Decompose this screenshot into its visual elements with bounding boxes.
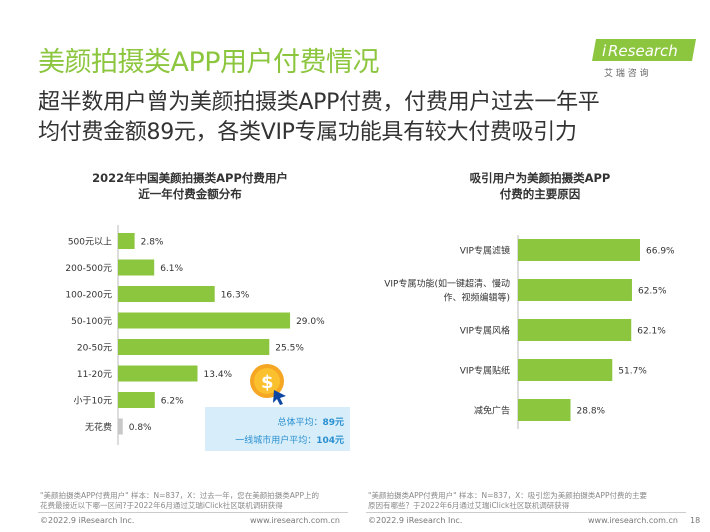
- left-bar: [118, 286, 215, 302]
- left-category-label: 100-200元: [65, 291, 112, 301]
- left-divider: [38, 512, 348, 513]
- left-category-label: 50-100元: [71, 317, 112, 327]
- logo-brand-rest: Research: [608, 42, 678, 60]
- left-bar: [118, 233, 135, 249]
- left-data-label: 16.3%: [221, 291, 250, 301]
- left-data-label: 25.5%: [275, 344, 304, 354]
- left-data-label: 13.4%: [204, 370, 233, 380]
- right-bar: [518, 239, 640, 261]
- avg-overall-value: 89元: [322, 418, 344, 428]
- left-bar-chart: 500元以上 2.8% 200-500元 6.1% 100-200元 16.3% 50-10…: [65, 225, 325, 445]
- left-bar: [118, 365, 198, 382]
- left-bar: [118, 312, 291, 329]
- average-box: 总体平均：89元 一线城市用户平均：104元: [205, 407, 350, 451]
- right-bar: [518, 279, 632, 301]
- right-data-label: 66.9%: [646, 247, 675, 257]
- iresearch-logo: i Research 艾 瑞 咨 询: [588, 35, 700, 81]
- left-bar: [118, 339, 270, 355]
- right-footer-url: www.iresearch.com.cn: [588, 516, 678, 525]
- right-data-label: 62.5%: [638, 287, 667, 297]
- right-bar-chart: VIP专属滤镜 66.9% VIP专属功能(如一键超清、慢动作、视频编辑等) 62.5…: [384, 235, 675, 429]
- left-category-label: 无花费: [85, 421, 112, 433]
- right-data-label: 62.1%: [637, 327, 666, 337]
- avg-overall-label: 总体平均：: [277, 418, 323, 428]
- right-footnote-1: "美颜拍摄类APP付费用户" 样本：N=837，X：吸引您为美颜拍摄类APP付费…: [368, 491, 647, 500]
- avg-overall: 总体平均：89元: [277, 415, 344, 428]
- left-data-label: 0.8%: [129, 423, 152, 433]
- left-category-label: 20-50元: [77, 344, 112, 354]
- page-title: 美颜拍摄类APP用户付费情况: [38, 47, 380, 78]
- avg-tier1-label: 一线城市用户平均：: [235, 436, 317, 446]
- right-category-label: VIP专属功能(如一键超清、慢动: [384, 278, 510, 290]
- right-category-label: VIP专属贴纸: [460, 365, 510, 377]
- left-footnote-1: "美颜拍摄类APP付费用户" 样本：N=837，X：过去一年，您在美颜拍摄类AP…: [40, 491, 319, 500]
- left-bar: [118, 392, 155, 408]
- right-footer-copyright: ©2022.9 iResearch Inc.: [368, 516, 463, 525]
- right-category-label: VIP专属滤镜: [460, 245, 510, 257]
- left-category-label: 小于10元: [74, 396, 112, 407]
- right-bar: [518, 319, 632, 341]
- left-footer-copyright: ©2022.9 iResearch Inc.: [40, 516, 135, 525]
- avg-tier1-value: 104元: [316, 436, 344, 446]
- avg-tier1: 一线城市用户平均：104元: [235, 433, 344, 446]
- subtitle-line-1: 超半数用户曾为美颜拍摄类APP付费，付费用户过去一年平: [38, 90, 600, 115]
- logo-brand-i: i: [602, 42, 607, 60]
- left-data-label: 6.2%: [161, 397, 184, 407]
- subtitle-line-2: 均付费金额89元，各类VIP专属功能具有较大付费吸引力: [38, 120, 577, 145]
- right-footnote-2: 原因有哪些？于2022年6月通过艾瑞iClick社区联机调研获得: [368, 501, 570, 510]
- right-bar: [518, 359, 613, 381]
- left-chart-title-1: 2022年中国美颜拍摄类APP付费用户: [92, 171, 288, 185]
- left-chart-title-2: 近一年付费金额分布: [138, 187, 242, 201]
- dollar-coin-icon: $: [248, 362, 288, 406]
- left-footer-url: www.iresearch.com.cn: [250, 516, 340, 525]
- page-number: 18: [690, 516, 701, 525]
- logo-cn-text: 艾 瑞 咨 询: [604, 67, 649, 79]
- left-bar: [118, 418, 123, 435]
- right-divider: [366, 512, 686, 513]
- svg-text:$: $: [261, 372, 274, 393]
- right-chart-title-1: 吸引用户为美颜拍摄类APP: [469, 171, 611, 185]
- right-data-label: 51.7%: [618, 367, 647, 377]
- left-category-label: 11-20元: [77, 370, 112, 380]
- right-bar: [518, 399, 571, 421]
- left-data-label: 2.8%: [141, 238, 164, 248]
- left-category-label: 500元以上: [68, 237, 112, 248]
- right-category-label: VIP专属风格: [460, 325, 510, 337]
- right-category-label: 减免广告: [474, 405, 510, 417]
- left-category-label: 200-500元: [65, 264, 112, 274]
- left-footnote-2: 花费最接近以下哪一区间?于2022年6月通过艾瑞iClick社区联机调研获得: [40, 501, 283, 510]
- right-data-label: 28.8%: [577, 407, 606, 417]
- right-category-label: 作、视频编辑等): [443, 292, 510, 304]
- left-data-label: 6.1%: [160, 264, 183, 274]
- left-bar: [118, 259, 155, 276]
- right-chart-title-2: 付费的主要原因: [499, 187, 581, 201]
- left-data-label: 29.0%: [296, 317, 325, 327]
